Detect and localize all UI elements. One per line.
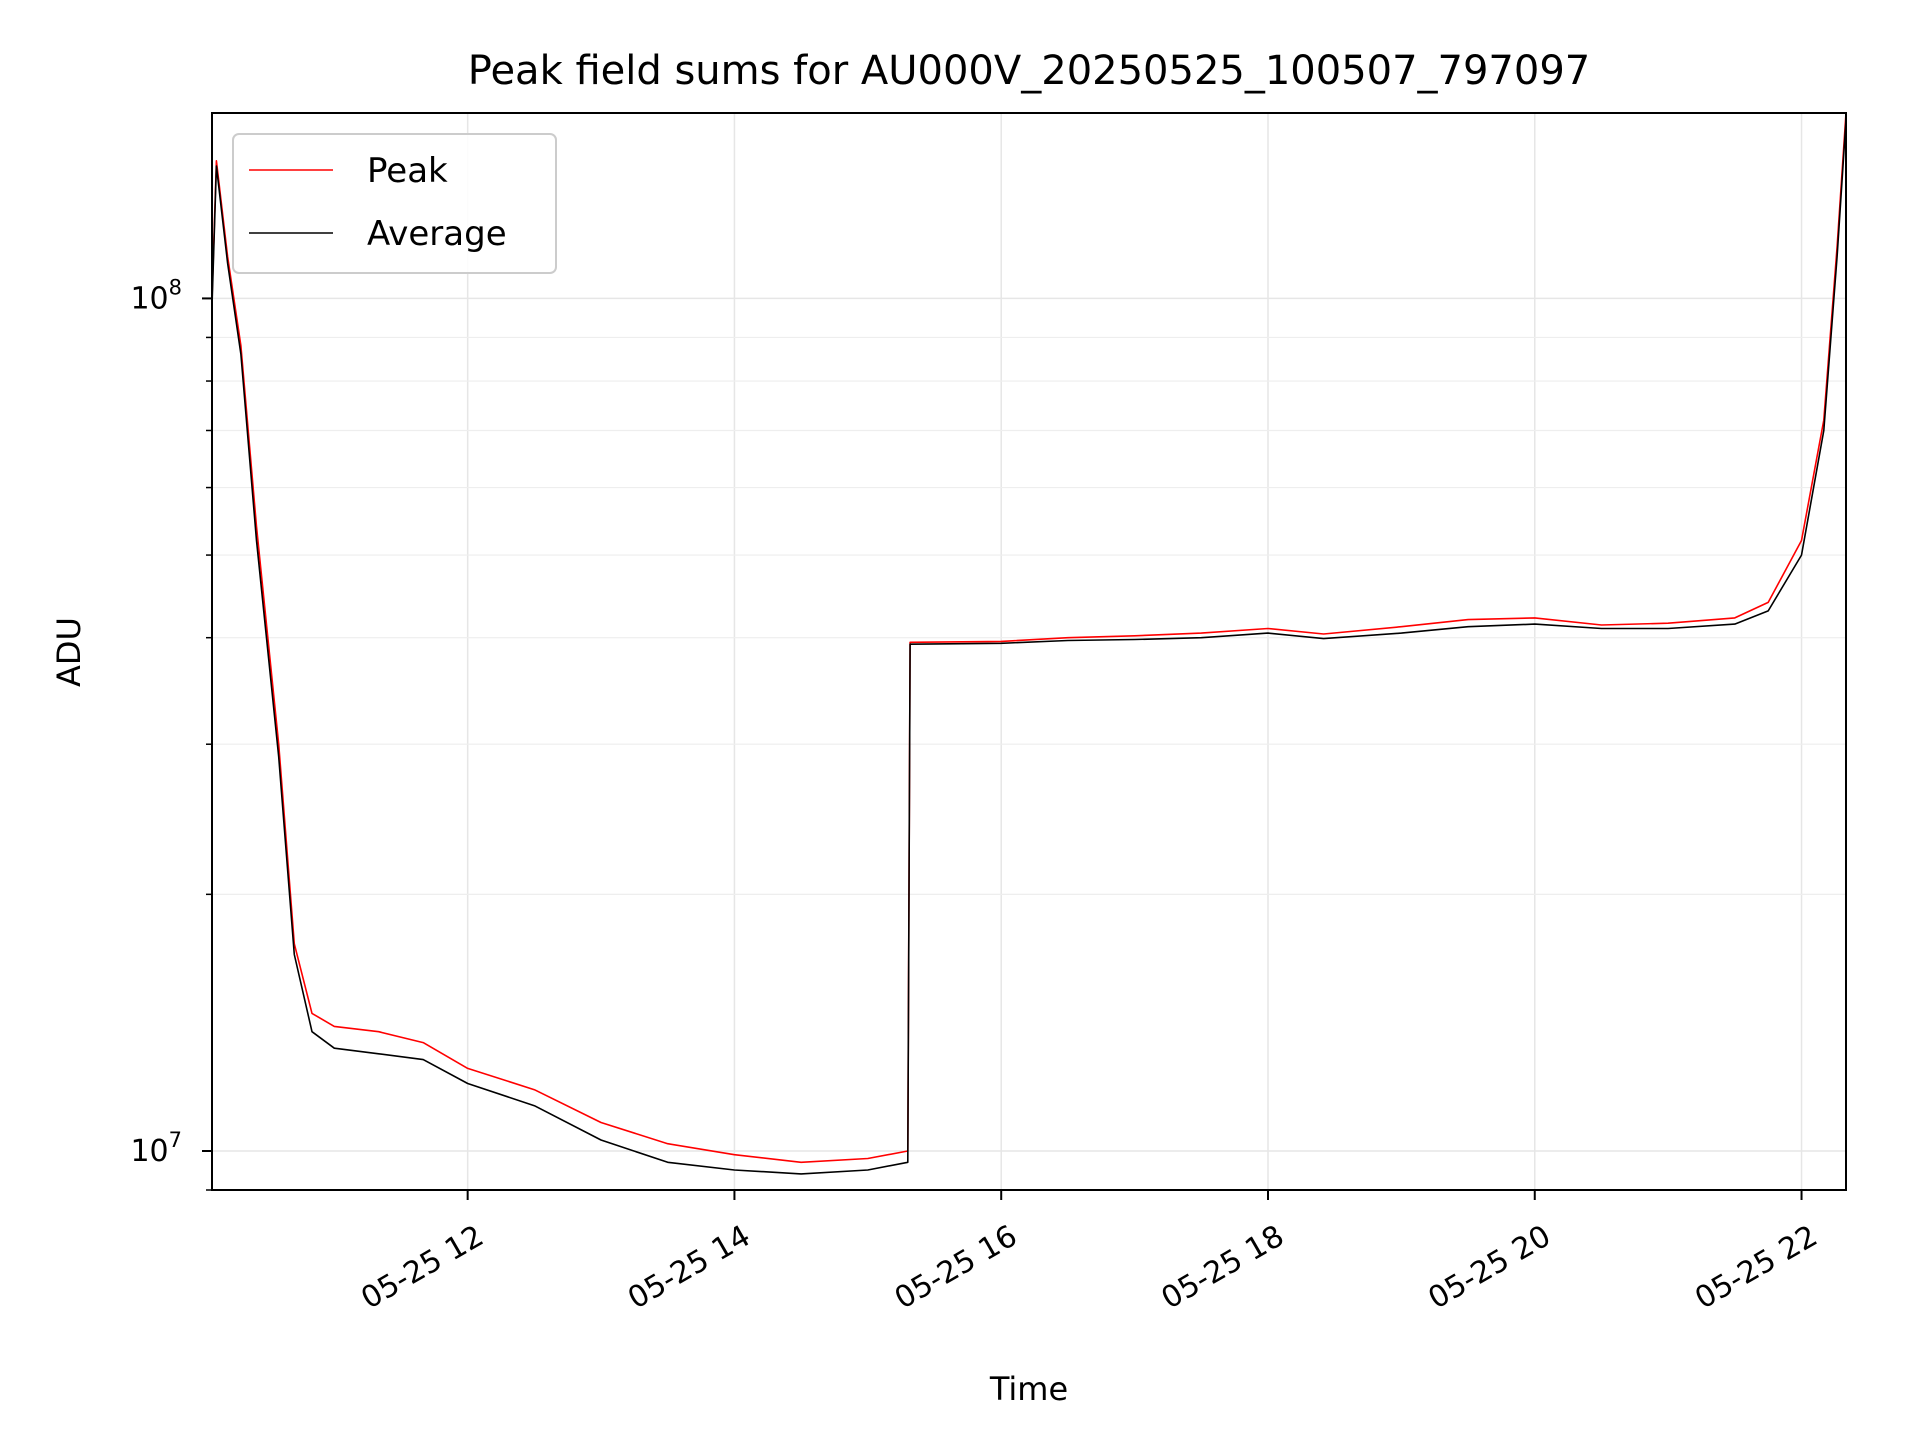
y-tick-label: 107	[130, 1128, 182, 1169]
y-tick-base: 10	[130, 281, 168, 316]
y-tick-exponent: 8	[169, 275, 182, 299]
x-axis-title: Time	[989, 1370, 1068, 1408]
legend: Peak Average	[232, 133, 557, 274]
plot-frame	[211, 112, 1847, 1191]
y-tick-exponent: 7	[169, 1128, 182, 1152]
chart-title: Peak field sums for AU000V_20250525_1005…	[468, 48, 1590, 94]
y-axis-title: ADU	[50, 617, 88, 687]
y-tick-base: 10	[130, 1134, 168, 1169]
legend-box	[232, 133, 557, 274]
legend-peak-label: Peak	[367, 151, 448, 191]
legend-average-label: Average	[367, 214, 507, 254]
y-tick-label: 108	[130, 275, 182, 316]
plot-area-series	[211, 112, 1847, 1175]
series-line-average	[211, 119, 1847, 1175]
